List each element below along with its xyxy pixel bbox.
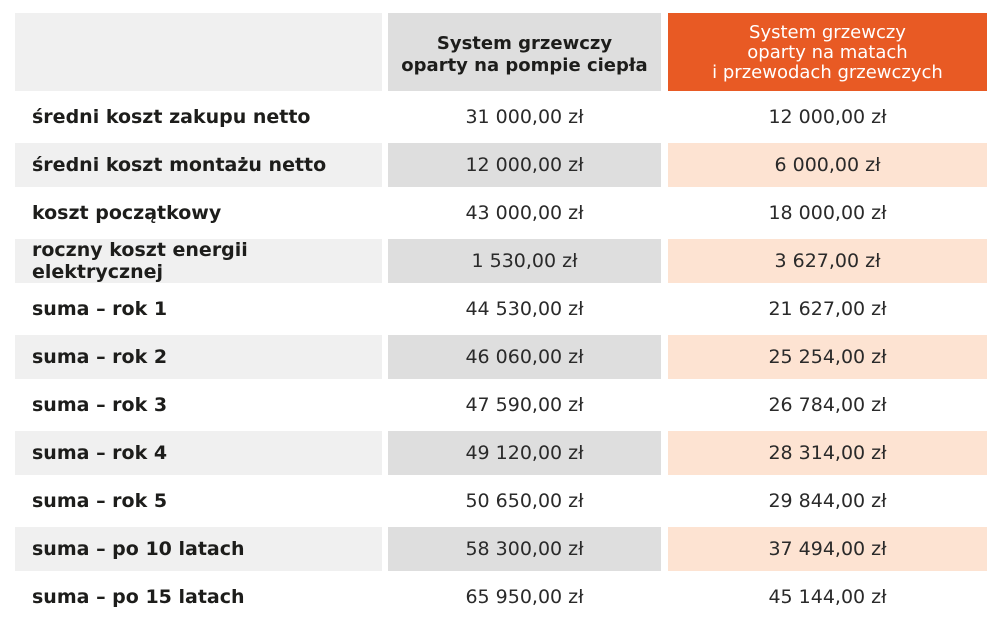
row-label: suma – rok 2 bbox=[15, 335, 382, 379]
table-header-row: System grzewczy oparty na pompie ciepła … bbox=[15, 13, 987, 91]
row-label: suma – po 15 latach bbox=[32, 586, 245, 608]
heating-mats-value: 25 254,00 zł bbox=[668, 335, 987, 379]
table-row: suma – rok 3 47 590,00 zł 26 784,00 zł bbox=[15, 383, 987, 427]
row-label: suma – rok 3 bbox=[32, 394, 168, 416]
heating-mats-value: 6 000,00 zł bbox=[668, 143, 987, 187]
heating-mats-value: 37 494,00 zł bbox=[668, 527, 987, 571]
heat-pump-value: 1 530,00 zł bbox=[388, 239, 661, 283]
heat-pump-value: 43 000,00 zł bbox=[465, 202, 584, 224]
table-row: suma – rok 1 44 530,00 zł 21 627,00 zł bbox=[15, 287, 987, 331]
heating-mats-value: 3 627,00 zł bbox=[668, 239, 987, 283]
row-label: suma – rok 5 bbox=[32, 490, 168, 512]
heating-mats-value: 29 844,00 zł bbox=[768, 490, 887, 512]
row-label: suma – po 10 latach bbox=[15, 527, 382, 571]
comparison-table: System grzewczy oparty na pompie ciepła … bbox=[15, 13, 987, 623]
row-label: suma – rok 4 bbox=[15, 431, 382, 475]
heating-mats-value: 26 784,00 zł bbox=[768, 394, 887, 416]
heat-pump-value: 50 650,00 zł bbox=[465, 490, 584, 512]
header-heating-mats-line2: oparty na matach bbox=[747, 42, 908, 63]
heat-pump-value: 44 530,00 zł bbox=[465, 298, 584, 320]
row-label: koszt początkowy bbox=[32, 202, 222, 224]
row-label: średni koszt montażu netto bbox=[15, 143, 382, 187]
table-row: suma – po 15 latach 65 950,00 zł 45 144,… bbox=[15, 575, 987, 619]
header-heat-pump-line1: System grzewczy bbox=[436, 33, 613, 54]
header-heat-pump-line2: oparty na pompie ciepła bbox=[401, 55, 648, 76]
table-row: średni koszt zakupu netto 31 000,00 zł 1… bbox=[15, 95, 987, 139]
heat-pump-value: 47 590,00 zł bbox=[465, 394, 584, 416]
heating-mats-value: 45 144,00 zł bbox=[768, 586, 887, 608]
table-row: roczny koszt energii elektrycznej 1 530,… bbox=[15, 239, 987, 283]
row-label: suma – rok 1 bbox=[32, 298, 168, 320]
table-row: średni koszt montażu netto 12 000,00 zł … bbox=[15, 143, 987, 187]
heat-pump-value: 31 000,00 zł bbox=[465, 106, 584, 128]
header-heat-pump: System grzewczy oparty na pompie ciepła bbox=[388, 13, 661, 91]
row-label: średni koszt zakupu netto bbox=[32, 106, 311, 128]
table-row: suma – rok 4 49 120,00 zł 28 314,00 zł bbox=[15, 431, 987, 475]
table-row: koszt początkowy 43 000,00 zł 18 000,00 … bbox=[15, 191, 987, 235]
header-heating-mats: System grzewczy oparty na matach i przew… bbox=[668, 13, 987, 91]
heat-pump-value: 49 120,00 zł bbox=[388, 431, 661, 475]
header-heating-mats-line1: System grzewczy bbox=[749, 22, 906, 43]
row-label: roczny koszt energii elektrycznej bbox=[15, 239, 382, 283]
header-empty-cell bbox=[15, 13, 382, 91]
table-row: suma – po 10 latach 58 300,00 zł 37 494,… bbox=[15, 527, 987, 571]
heating-mats-value: 28 314,00 zł bbox=[668, 431, 987, 475]
heat-pump-value: 12 000,00 zł bbox=[388, 143, 661, 187]
heat-pump-value: 58 300,00 zł bbox=[388, 527, 661, 571]
heating-mats-value: 12 000,00 zł bbox=[768, 106, 887, 128]
table-row: suma – rok 2 46 060,00 zł 25 254,00 zł bbox=[15, 335, 987, 379]
heat-pump-value: 65 950,00 zł bbox=[465, 586, 584, 608]
heat-pump-value: 46 060,00 zł bbox=[388, 335, 661, 379]
heating-mats-value: 18 000,00 zł bbox=[768, 202, 887, 224]
table-row: suma – rok 5 50 650,00 zł 29 844,00 zł bbox=[15, 479, 987, 523]
header-heating-mats-line3: i przewodach grzewczych bbox=[712, 62, 943, 83]
heating-mats-value: 21 627,00 zł bbox=[768, 298, 887, 320]
